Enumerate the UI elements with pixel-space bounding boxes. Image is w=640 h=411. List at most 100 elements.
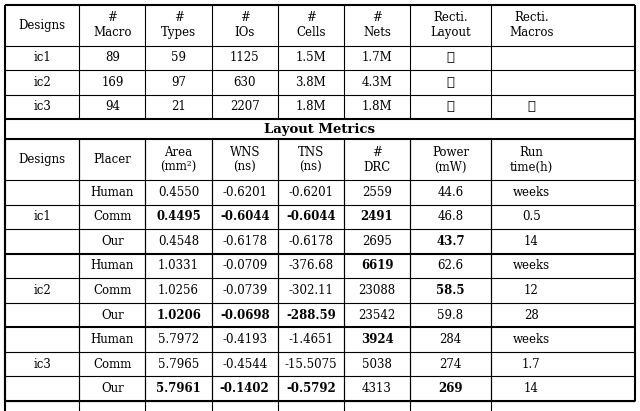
Text: ic1: ic1 (33, 51, 51, 65)
Text: 1.0331: 1.0331 (158, 259, 199, 272)
Text: 44.6: 44.6 (437, 186, 463, 199)
Text: -0.6201: -0.6201 (222, 186, 268, 199)
Text: 0.4550: 0.4550 (158, 186, 199, 199)
Text: 0.5: 0.5 (522, 210, 541, 223)
Text: -0.4193: -0.4193 (222, 333, 268, 346)
Text: 5038: 5038 (362, 358, 392, 371)
Text: 0.4548: 0.4548 (158, 235, 199, 248)
Text: 284: 284 (439, 333, 461, 346)
Text: -0.6178: -0.6178 (222, 235, 268, 248)
Text: 1.5M: 1.5M (296, 51, 326, 65)
Text: 59.8: 59.8 (437, 309, 463, 321)
Text: Our: Our (101, 235, 124, 248)
Text: ic3: ic3 (33, 100, 51, 113)
Text: Area
(mm²): Area (mm²) (161, 146, 196, 174)
Text: Recti.
Layout: Recti. Layout (430, 11, 471, 39)
Text: 23088: 23088 (358, 284, 396, 297)
Text: -0.6044: -0.6044 (286, 210, 335, 223)
Text: #
Cells: # Cells (296, 11, 326, 39)
Text: 1.0206: 1.0206 (156, 309, 201, 321)
Text: Layout Metrics: Layout Metrics (264, 123, 376, 136)
Text: ic3: ic3 (33, 358, 51, 371)
Text: 0.4495: 0.4495 (156, 210, 201, 223)
Text: 28: 28 (524, 309, 539, 321)
Text: 97: 97 (171, 76, 186, 89)
Text: -0.5792: -0.5792 (286, 382, 336, 395)
Text: ✓: ✓ (447, 51, 454, 65)
Text: -302.11: -302.11 (289, 284, 333, 297)
Text: -0.0739: -0.0739 (222, 284, 268, 297)
Text: 43.7: 43.7 (436, 235, 465, 248)
Text: 630: 630 (234, 76, 256, 89)
Text: -0.6044: -0.6044 (220, 210, 269, 223)
Text: Comm: Comm (93, 284, 132, 297)
Text: 2207: 2207 (230, 100, 260, 113)
Text: Recti.
Macros: Recti. Macros (509, 11, 554, 39)
Text: 3.8M: 3.8M (296, 76, 326, 89)
Text: ✓: ✓ (527, 100, 536, 113)
Text: 46.8: 46.8 (437, 210, 463, 223)
Text: #
IOs: # IOs (234, 11, 255, 39)
Text: Power
(mW): Power (mW) (432, 146, 469, 174)
Text: Our: Our (101, 309, 124, 321)
Text: 1.0256: 1.0256 (158, 284, 199, 297)
Text: 89: 89 (105, 51, 120, 65)
Text: 23542: 23542 (358, 309, 396, 321)
Text: 4313: 4313 (362, 382, 392, 395)
Text: -0.6178: -0.6178 (289, 235, 333, 248)
Text: 14: 14 (524, 382, 539, 395)
Text: 1.7M: 1.7M (362, 51, 392, 65)
Text: Run
time(h): Run time(h) (509, 146, 553, 174)
Text: Our: Our (101, 382, 124, 395)
Text: TNS
(ns): TNS (ns) (298, 146, 324, 174)
Text: 6619: 6619 (361, 259, 393, 272)
Text: #
Nets: # Nets (363, 11, 391, 39)
Text: WNS
(ns): WNS (ns) (230, 146, 260, 174)
Text: Comm: Comm (93, 358, 132, 371)
Text: ic1: ic1 (33, 210, 51, 223)
Text: -1.4651: -1.4651 (289, 333, 333, 346)
Text: Placer: Placer (93, 153, 131, 166)
Text: Designs: Designs (19, 153, 66, 166)
Text: ic2: ic2 (33, 284, 51, 297)
Text: #
DRC: # DRC (364, 146, 390, 174)
Text: 274: 274 (439, 358, 461, 371)
Text: -376.68: -376.68 (288, 259, 333, 272)
Text: weeks: weeks (513, 259, 550, 272)
Text: 5.7972: 5.7972 (158, 333, 199, 346)
Text: 1.7: 1.7 (522, 358, 541, 371)
Text: -0.0709: -0.0709 (222, 259, 268, 272)
Text: ic2: ic2 (33, 76, 51, 89)
Text: 1.8M: 1.8M (296, 100, 326, 113)
Text: ✓: ✓ (447, 100, 454, 113)
Text: -0.1402: -0.1402 (220, 382, 269, 395)
Text: 269: 269 (438, 382, 463, 395)
Text: Human: Human (91, 259, 134, 272)
Text: ✓: ✓ (447, 76, 454, 89)
Text: 3924: 3924 (360, 333, 394, 346)
Text: -0.6201: -0.6201 (289, 186, 333, 199)
Text: -0.4544: -0.4544 (222, 358, 268, 371)
Text: Human: Human (91, 186, 134, 199)
Text: 58.5: 58.5 (436, 284, 465, 297)
Text: -288.59: -288.59 (286, 309, 336, 321)
Text: 94: 94 (105, 100, 120, 113)
Text: weeks: weeks (513, 333, 550, 346)
Text: 59: 59 (171, 51, 186, 65)
Text: 1.8M: 1.8M (362, 100, 392, 113)
Text: 4.3M: 4.3M (362, 76, 392, 89)
Text: Designs: Designs (19, 19, 66, 32)
Text: 2559: 2559 (362, 186, 392, 199)
Text: 1125: 1125 (230, 51, 260, 65)
Text: Comm: Comm (93, 210, 132, 223)
Text: #
Types: # Types (161, 11, 196, 39)
Text: 12: 12 (524, 284, 539, 297)
Text: -15.5075: -15.5075 (285, 358, 337, 371)
Text: 2695: 2695 (362, 235, 392, 248)
Text: 62.6: 62.6 (437, 259, 463, 272)
Text: #
Macro: # Macro (93, 11, 132, 39)
Text: 5.7961: 5.7961 (156, 382, 201, 395)
Text: 21: 21 (171, 100, 186, 113)
Text: Human: Human (91, 333, 134, 346)
Text: 2491: 2491 (361, 210, 394, 223)
